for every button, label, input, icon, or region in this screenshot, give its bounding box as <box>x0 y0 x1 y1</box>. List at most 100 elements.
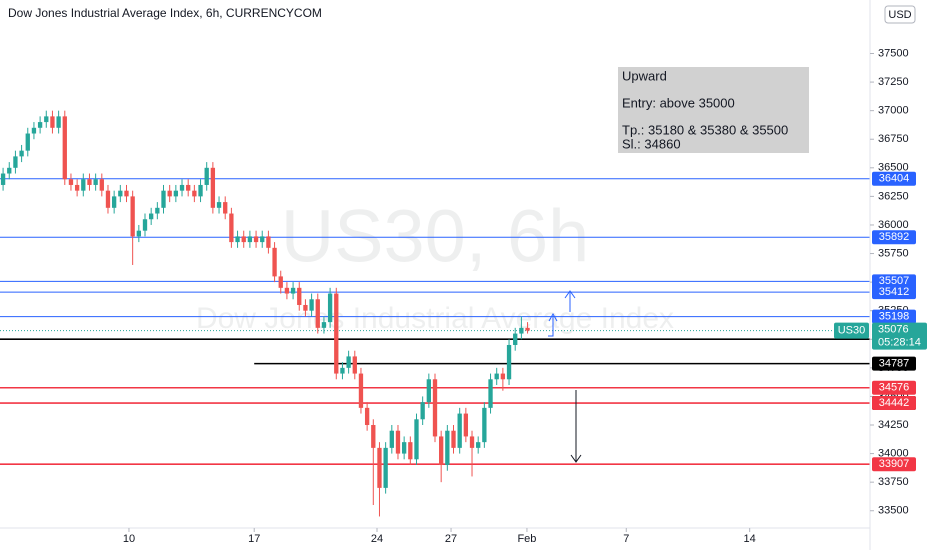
candle-body <box>19 150 24 157</box>
level-badge-label: 34442 <box>879 397 910 409</box>
candles <box>0 110 530 517</box>
candle-body <box>0 173 6 185</box>
x-tick-label: 14 <box>744 533 756 545</box>
watermark: US30, 6h Dow Jones Industrial Average In… <box>196 195 674 335</box>
x-tick-label: 17 <box>248 533 260 545</box>
candle-body <box>346 356 351 368</box>
candle-body <box>68 179 74 185</box>
candle-body <box>513 333 518 345</box>
candle-body <box>223 202 228 214</box>
candle-body <box>358 373 364 408</box>
candle-body <box>99 179 104 191</box>
x-tick-label: Feb <box>517 533 536 545</box>
candle-body <box>383 447 388 488</box>
candle-body <box>241 236 246 243</box>
candle-body <box>81 179 86 191</box>
candle-body <box>297 287 302 305</box>
y-tick-label: 37250 <box>878 76 909 88</box>
y-tick-label: 33750 <box>878 476 909 488</box>
candle-body <box>525 327 530 331</box>
candle-body <box>420 402 425 420</box>
note-line: Upward <box>622 68 667 83</box>
y-tick-label: 34000 <box>878 447 909 459</box>
candle-body <box>340 367 345 374</box>
arrow-up <box>548 316 554 337</box>
level-badge <box>872 309 916 324</box>
candle-body <box>204 167 209 185</box>
level-badge <box>872 396 916 411</box>
y-tick-label: 34250 <box>878 419 909 431</box>
candle-body <box>210 167 216 208</box>
x-tick-label: 27 <box>445 533 457 545</box>
note-line: Tp.: 35180 & 35380 & 35500 <box>622 122 788 137</box>
candle-body <box>371 425 376 448</box>
price-badges: 3640435892355073541235198350013478734576… <box>834 171 927 472</box>
candle-body <box>290 287 296 294</box>
note-line: Entry: above 35000 <box>622 95 735 110</box>
candle-body <box>50 116 55 128</box>
drawings <box>548 290 582 463</box>
note-box: Upward Entry: above 35000 Tp.: 35180 & 353… <box>618 67 809 153</box>
candle-body <box>321 322 327 328</box>
symbol-label: US30 <box>838 324 866 336</box>
candle-body <box>352 356 357 374</box>
countdown-label: 05:28:14 <box>878 336 921 348</box>
level-badge-label: 35198 <box>879 311 910 323</box>
candle-body <box>303 304 308 311</box>
level-badge <box>872 230 916 245</box>
candle-body <box>327 293 333 323</box>
level-badge <box>872 171 916 186</box>
y-tick-label: 36750 <box>878 133 909 145</box>
candle-body <box>284 287 290 294</box>
currency[interactable]: USD <box>888 9 911 21</box>
level-badge-label: 34576 <box>879 382 910 394</box>
level-badge-label: 36404 <box>879 173 910 185</box>
candle-body <box>247 236 253 243</box>
watermark-symbol: US30, 6h <box>281 195 590 278</box>
candle-body <box>13 156 18 168</box>
level-badge-label: 35412 <box>879 286 910 298</box>
level-badge-label: 35507 <box>879 275 910 287</box>
level-badge <box>872 356 916 371</box>
currency-box[interactable] <box>884 5 916 24</box>
candle-body <box>56 116 61 128</box>
candle-body <box>482 407 487 443</box>
candle-body <box>216 202 222 208</box>
y-tick-label: 36500 <box>878 162 909 174</box>
candle-body <box>87 179 92 185</box>
candle-body <box>111 196 117 208</box>
candle-body <box>124 190 129 197</box>
candle-body <box>469 436 475 448</box>
candle-body <box>445 430 450 466</box>
x-axis: 10 17 24 27 Feb 7 14 <box>123 528 756 545</box>
symbol-badge <box>834 322 869 339</box>
y-tick-label: 37000 <box>878 105 909 117</box>
candle-body <box>408 442 413 460</box>
candle-body <box>309 299 314 311</box>
candle-body <box>439 436 444 466</box>
arrow-up-head <box>548 312 558 322</box>
candle-body <box>229 213 234 243</box>
candle-body <box>334 293 339 374</box>
y-tick-label: 36250 <box>878 190 909 202</box>
candle-body <box>451 430 456 448</box>
x-tick-label: 7 <box>623 533 629 545</box>
candle-body <box>130 196 135 237</box>
candle-body <box>500 373 506 380</box>
candle-body <box>7 167 12 174</box>
arrow-down-head <box>570 454 582 463</box>
candle-body <box>179 184 185 191</box>
candle-body <box>278 276 283 288</box>
level-badge-label: 35892 <box>879 231 910 243</box>
candle-body <box>260 236 265 243</box>
y-tick-label: 36000 <box>878 219 909 231</box>
candle-body <box>155 207 160 214</box>
candle-body <box>142 219 148 231</box>
candle-body <box>364 407 370 426</box>
candle-body <box>253 236 259 243</box>
y-tick-label: 37500 <box>878 47 909 59</box>
candle-body <box>44 116 49 123</box>
candle-body <box>192 190 197 197</box>
y-tick-label: 35750 <box>878 247 909 259</box>
